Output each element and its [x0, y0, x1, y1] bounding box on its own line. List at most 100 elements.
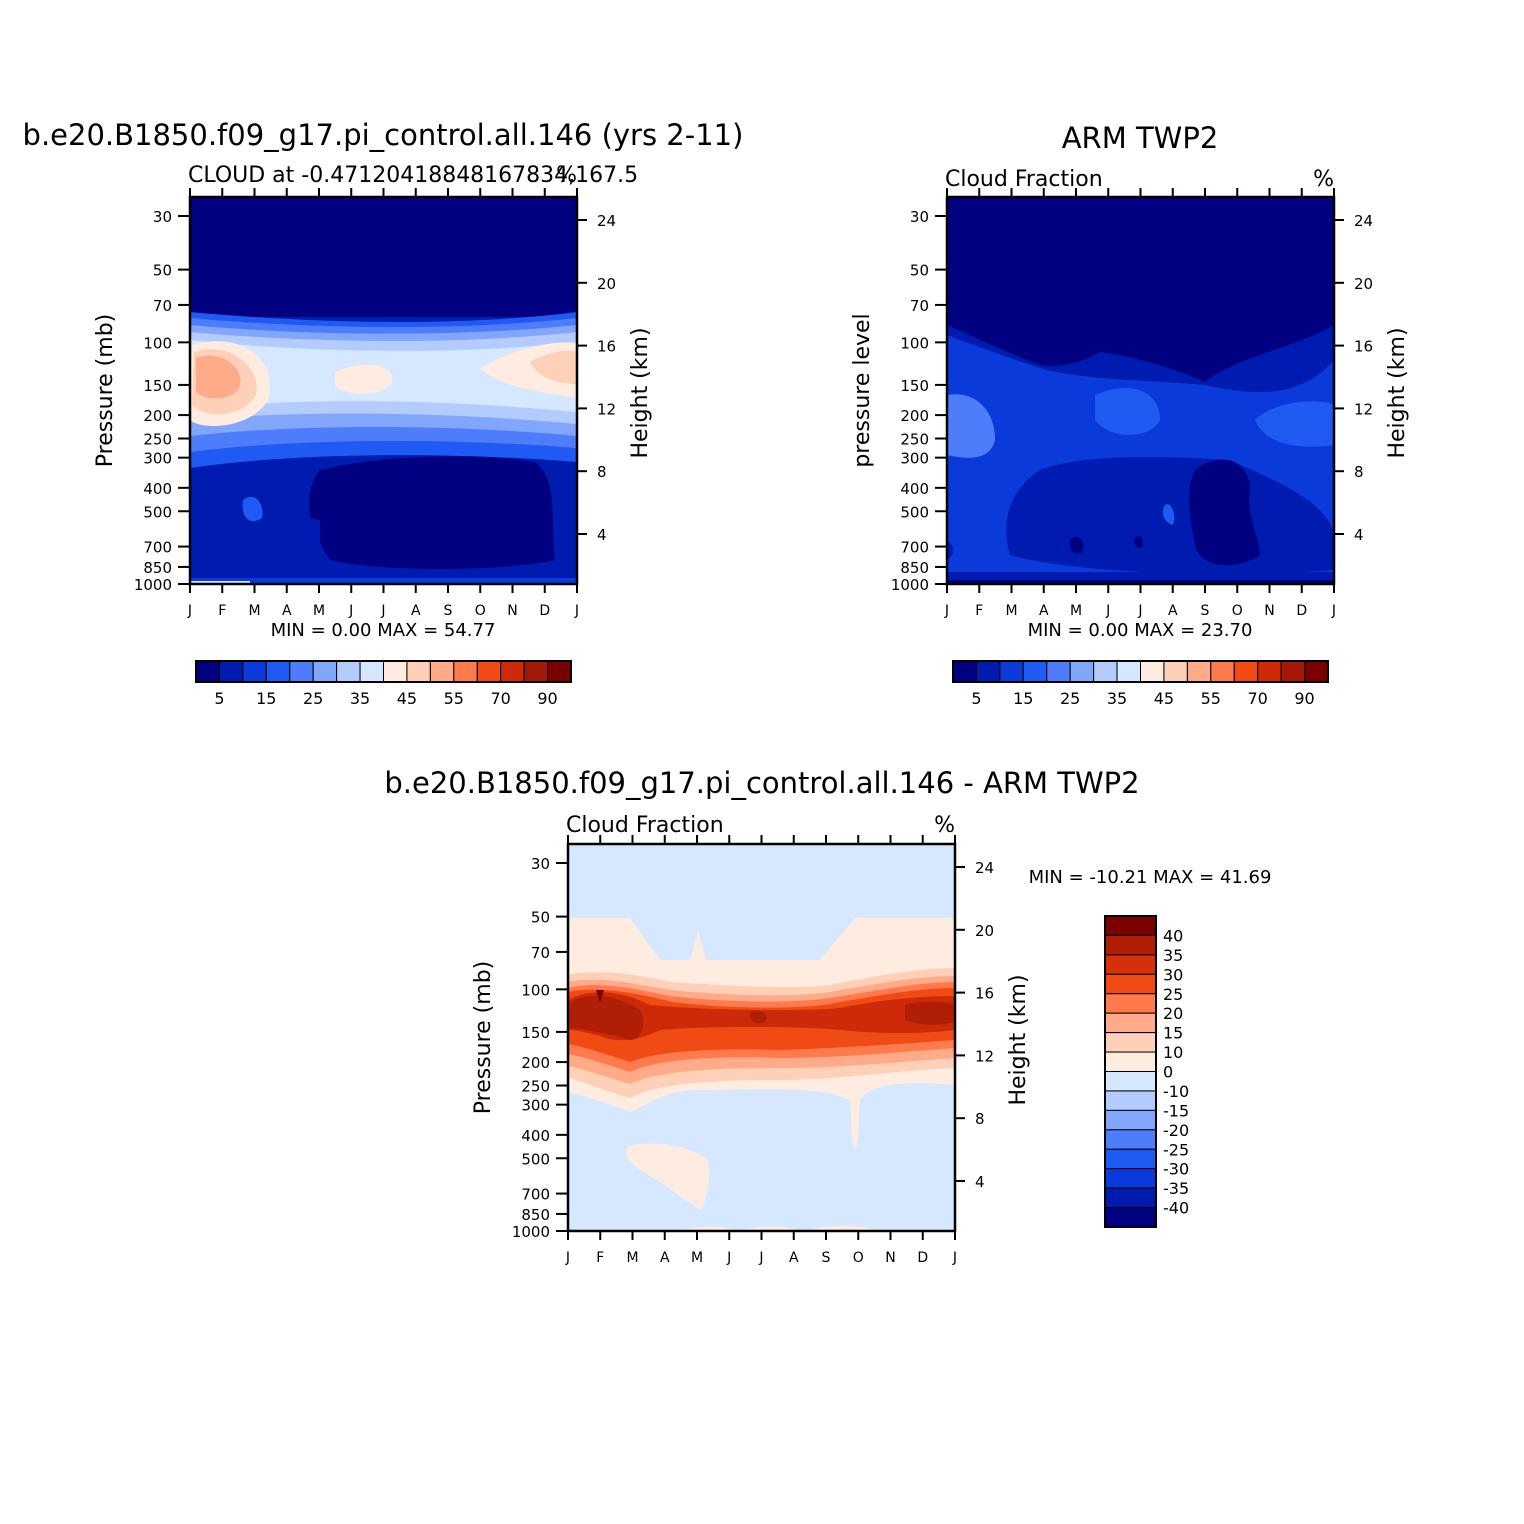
colorbar-swatch [476, 660, 502, 683]
colorbar-label: 35 [350, 689, 370, 708]
x-tick-label: J [348, 603, 353, 619]
y-right-tick-label: 4 [975, 1173, 985, 1191]
colorbar-label: 10 [1163, 1043, 1183, 1062]
y-tick-label: 70 [153, 297, 172, 315]
panel1-colorbar: 5 15 25 35 45 55 70 90 [195, 660, 572, 708]
colorbar-swatch [523, 660, 549, 683]
x-tick-label: J [187, 603, 192, 619]
colorbar-label: 30 [1163, 965, 1183, 984]
panel1-contours [190, 197, 577, 584]
x-tick-label: A [1039, 603, 1049, 619]
y-tick-label: 70 [910, 297, 929, 315]
y-tick-label: 300 [143, 450, 172, 468]
y-right-axis-title: Height (km) [1006, 974, 1031, 1105]
colorbar-label: -35 [1163, 1179, 1189, 1198]
y-right-tick-label: 8 [1354, 463, 1364, 481]
colorbar-label: 55 [1201, 689, 1221, 708]
y-right-tick-label: 24 [975, 859, 994, 877]
y-right-tick-label: 12 [597, 400, 616, 418]
colorbar-swatch [1104, 1148, 1157, 1170]
y-tick-label: 250 [143, 431, 172, 449]
colorbar-swatch [1140, 660, 1165, 683]
y-tick-label: 700 [521, 1186, 550, 1204]
y-right-tick-label: 20 [975, 922, 994, 940]
x-tick-label: M [1005, 603, 1017, 619]
axes-layer: J F M A M J J A S O N D J305070100150200250300400500… [93, 188, 1410, 1266]
y-tick-label: 400 [900, 480, 929, 498]
colorbar-label: 15 [1163, 1024, 1183, 1043]
y-tick-label: 700 [143, 539, 172, 557]
colorbar-swatch [1104, 934, 1157, 956]
panel1-subtitle-left: CLOUD at -0.47120418848167834,167.5 [188, 163, 638, 188]
min-max-stats: MIN = 0.00 MAX = 54.77 [271, 620, 496, 641]
x-tick-label: J [565, 1250, 570, 1266]
colorbar-label: 5 [971, 689, 981, 708]
colorbar-label: 5 [214, 689, 224, 708]
colorbar-swatch [312, 660, 338, 683]
colorbar-swatch [1104, 1012, 1157, 1034]
colorbar-label: 25 [1060, 689, 1080, 708]
colorbar-label: 0 [1163, 1063, 1173, 1082]
y-axis-title: Pressure (mb) [93, 314, 118, 468]
y-tick-label: 200 [521, 1054, 550, 1072]
y-tick-label: 100 [521, 981, 550, 999]
colorbar-label: 15 [1013, 689, 1033, 708]
colorbar-swatch [1046, 660, 1071, 683]
panel2-contours [947, 197, 1334, 584]
colorbar-swatch [1022, 660, 1048, 683]
y-right-tick-label: 12 [1354, 400, 1373, 418]
x-tick-label: F [218, 603, 226, 619]
y-tick-label: 500 [900, 503, 929, 521]
y-tick-label: 70 [531, 944, 550, 962]
y-tick-label: 1000 [134, 576, 172, 594]
panel2-subtitle-left: Cloud Fraction [945, 167, 1103, 192]
colorbar-swatch [952, 660, 977, 683]
y-tick-label: 200 [143, 407, 172, 425]
colorbar-swatch [999, 660, 1024, 683]
x-tick-label: A [411, 603, 421, 619]
colorbar-label: 40 [1163, 926, 1183, 945]
panel3-axes: J F M A M J J A S O N D J305070100150200250300400500… [471, 835, 1271, 1266]
y-tick-label: 300 [521, 1097, 550, 1115]
y-tick-label: 1000 [512, 1223, 550, 1241]
y-tick-label: 30 [531, 855, 550, 873]
colorbar-swatch [1163, 660, 1188, 683]
y-axis-title: pressure level [850, 313, 875, 467]
colorbar-swatch [406, 660, 431, 683]
x-tick-label: N [507, 603, 517, 619]
x-tick-label: A [660, 1250, 670, 1266]
colorbar-label: 70 [1248, 689, 1268, 708]
y-tick-label: 100 [143, 334, 172, 352]
colorbar-swatch [242, 660, 267, 683]
colorbar-swatch [1104, 1109, 1157, 1131]
y-tick-label: 30 [910, 208, 929, 226]
y-right-tick-label: 24 [597, 212, 616, 230]
colorbar-swatch [1257, 660, 1282, 683]
y-tick-label: 250 [900, 431, 929, 449]
x-tick-label: S [822, 1250, 831, 1266]
colorbar-frame [195, 660, 572, 683]
colorbar-label: 20 [1163, 1004, 1183, 1023]
colorbar-swatch [1233, 660, 1259, 683]
x-tick-label: D [539, 603, 550, 619]
colorbar-swatch [1304, 660, 1329, 683]
colorbar-label: 35 [1107, 689, 1127, 708]
panel3-title: b.e20.B1850.f09_g17.pi_control.all.146 -… [384, 766, 1139, 800]
colorbar-label: 70 [491, 689, 511, 708]
colorbar-swatch [1116, 660, 1141, 683]
y-tick-label: 850 [900, 559, 929, 577]
y-right-tick-label: 8 [597, 463, 607, 481]
y-tick-label: 200 [900, 407, 929, 425]
panel1-subtitle-right: % [556, 163, 577, 188]
x-tick-label: O [1232, 603, 1243, 619]
y-tick-label: 250 [521, 1078, 550, 1096]
x-tick-label: M [1070, 603, 1082, 619]
x-tick-label: A [789, 1250, 799, 1266]
panel3-subtitle-left: Cloud Fraction [566, 813, 724, 838]
colorbar-swatch [1069, 660, 1095, 683]
y-right-axis-title: Height (km) [628, 327, 653, 458]
colorbar-label: -20 [1163, 1121, 1189, 1140]
colorbar-swatch [1104, 1207, 1157, 1228]
min-max-stats: MIN = 0.00 MAX = 23.70 [1028, 620, 1253, 641]
